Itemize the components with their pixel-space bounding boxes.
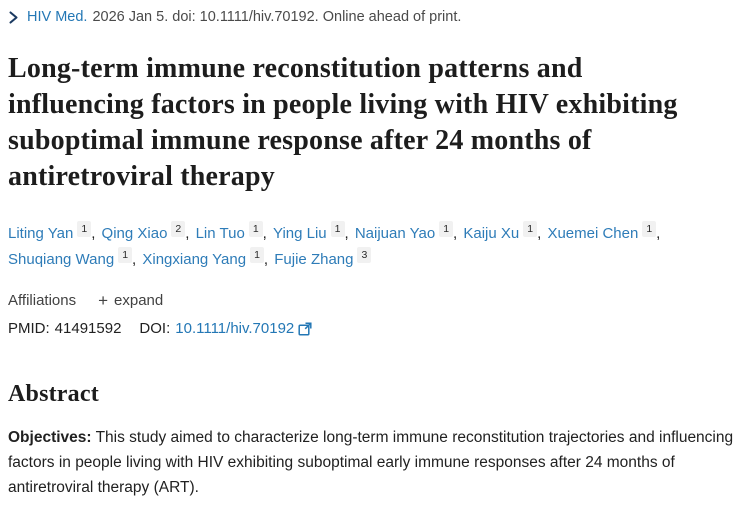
journal-link[interactable]: HIV Med. xyxy=(27,9,88,25)
abstract-heading: Abstract xyxy=(8,381,99,407)
author-link[interactable]: Liting Yan xyxy=(8,225,74,242)
author-separator: , xyxy=(185,225,194,242)
author-superscript[interactable]: 2 xyxy=(171,221,186,237)
doi-group: DOI: 10.1111/hiv.70192 xyxy=(139,320,312,337)
author-separator: , xyxy=(132,251,141,268)
author-separator: , xyxy=(263,251,273,268)
identifiers-row: PMID: 41491592 DOI: 10.1111/hiv.70192 xyxy=(8,320,738,337)
chevron-right-icon xyxy=(8,10,19,24)
author-separator: , xyxy=(91,225,100,242)
citation-bar: HIV Med. 2026 Jan 5. doi: 10.1111/hiv.70… xyxy=(8,8,738,26)
author-list: Liting Yan 1, Qing Xiao 2, Lin Tuo 1, Ying … xyxy=(8,221,708,273)
author-superscript[interactable]: 1 xyxy=(118,247,133,263)
author-separator: , xyxy=(537,225,546,242)
page-title: Long-term immune reconstitution patterns… xyxy=(8,53,678,192)
affiliations-label: Affiliations xyxy=(8,292,77,309)
author-link[interactable]: Lin Tuo xyxy=(195,225,245,242)
objectives-label: Objectives: xyxy=(8,429,92,446)
objectives-text: This study aimed to characterize long-te… xyxy=(8,429,734,496)
author-superscript[interactable]: 1 xyxy=(523,221,538,237)
author-link[interactable]: Xuemei Chen xyxy=(547,225,639,242)
affiliations-row: Affiliations + expand xyxy=(8,292,738,309)
pmid-value: 41491592 xyxy=(54,320,122,337)
author-link[interactable]: Fujie Zhang xyxy=(274,251,354,268)
author-link[interactable]: Naijuan Yao xyxy=(354,225,436,242)
external-link-icon xyxy=(298,321,312,336)
doi-value: 10.1111/hiv.70192 xyxy=(175,320,295,337)
author-link[interactable]: Xingxiang Yang xyxy=(142,251,247,268)
pmid-label: PMID: xyxy=(8,320,50,337)
author-superscript[interactable]: 1 xyxy=(642,221,657,237)
author-superscript[interactable]: 3 xyxy=(357,247,372,263)
affiliations-expand-button[interactable]: + expand xyxy=(98,292,163,309)
citation-text: 2026 Jan 5. doi: 10.1111/hiv.70192. Onli… xyxy=(92,9,462,25)
author-link[interactable]: Shuqiang Wang xyxy=(8,251,115,268)
author-separator: , xyxy=(262,225,271,242)
author-superscript[interactable]: 1 xyxy=(439,221,454,237)
author-link[interactable]: Ying Liu xyxy=(273,225,327,242)
doi-link[interactable]: 10.1111/hiv.70192 xyxy=(175,320,312,337)
plus-icon: + xyxy=(98,291,109,310)
author-superscript[interactable]: 1 xyxy=(330,221,345,237)
author-separator: , xyxy=(453,225,462,242)
article-page: HIV Med. 2026 Jan 5. doi: 10.1111/hiv.70… xyxy=(8,8,738,500)
author-link[interactable]: Qing Xiao xyxy=(101,225,168,242)
doi-label: DOI: xyxy=(139,320,171,337)
abstract-objectives-paragraph: Objectives: This study aimed to characte… xyxy=(8,425,738,500)
expand-label: expand xyxy=(114,292,164,309)
author-separator: , xyxy=(344,225,353,242)
author-superscript[interactable]: 1 xyxy=(77,221,92,237)
author-link[interactable]: Kaiju Xu xyxy=(463,225,520,242)
author-separator: , xyxy=(656,225,661,242)
author-superscript[interactable]: 1 xyxy=(248,221,263,237)
author-superscript[interactable]: 1 xyxy=(250,247,264,263)
